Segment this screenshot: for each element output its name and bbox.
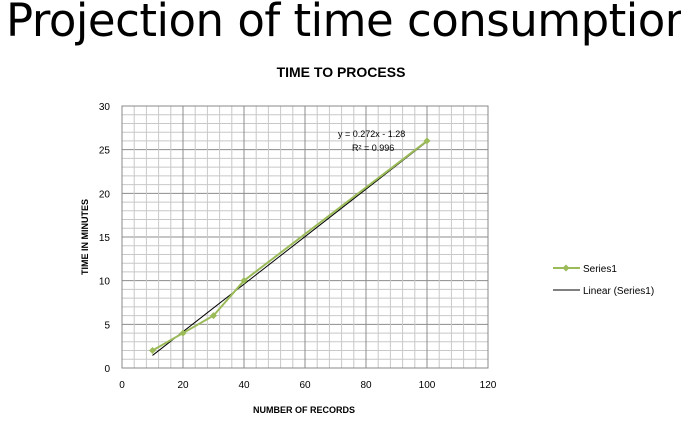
y-tick-label: 25: [99, 146, 111, 157]
data-point: [423, 137, 431, 145]
y-tick-label: 30: [99, 102, 111, 113]
y-axis-ticks: 0 5 10 15 20 25 30: [99, 102, 111, 375]
legend-trendline-label: Linear (Series1): [583, 286, 654, 297]
x-axis-ticks: 0 20 40 60 80 100 120: [119, 380, 497, 391]
legend-series1-label: Series1: [583, 264, 617, 275]
y-tick-label: 10: [99, 277, 111, 288]
x-axis-label: NUMBER OF RECORDS: [253, 405, 355, 415]
data-point: [240, 277, 248, 285]
chart-title: TIME TO PROCESS: [277, 64, 406, 80]
y-tick-label: 5: [104, 320, 110, 331]
slide-title: Projection of time consumption: [6, 0, 681, 47]
x-tick-label: 20: [177, 380, 189, 391]
trendline-equation: y = 0.272x - 1.28: [338, 129, 405, 139]
x-tick-label: 120: [480, 380, 497, 391]
data-point: [149, 347, 156, 355]
data-point: [210, 312, 217, 320]
trendline-r2: R² = 0.996: [352, 143, 394, 153]
x-tick-label: 100: [419, 380, 436, 391]
y-tick-label: 0: [104, 364, 110, 375]
plot-area-border: [121, 105, 489, 369]
x-tick-label: 80: [360, 380, 372, 391]
data-point: [179, 329, 187, 337]
gridlines: [122, 106, 488, 368]
legend-series1-marker: [562, 264, 570, 272]
trendline-group: [152, 141, 428, 356]
y-axis-label: TIME IN MINUTES: [80, 199, 90, 275]
x-tick-label: 0: [119, 380, 125, 391]
legend: Series1 Linear (Series1): [553, 264, 654, 297]
x-tick-label: 60: [299, 380, 311, 391]
series-group: [149, 137, 431, 355]
y-tick-label: 15: [99, 233, 111, 244]
trendline: [152, 141, 428, 356]
x-tick-label: 40: [238, 380, 250, 391]
y-tick-label: 20: [99, 189, 111, 200]
